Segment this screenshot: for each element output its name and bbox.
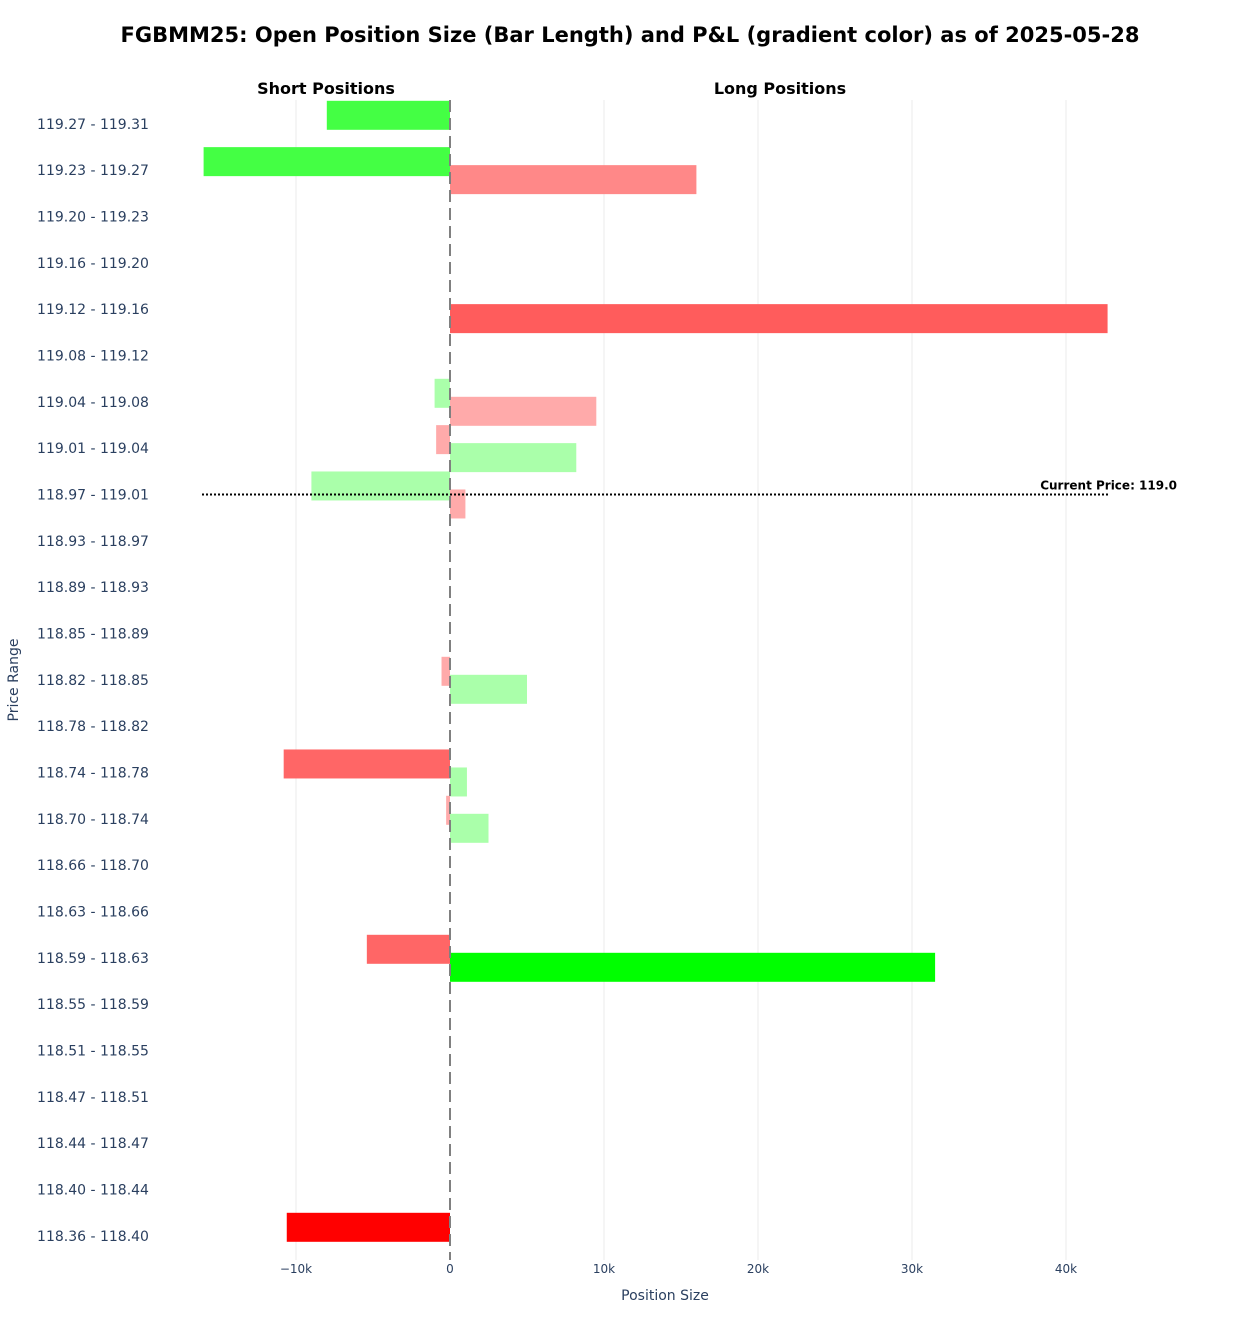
long-positions-label: Long Positions	[714, 79, 846, 98]
y-axis-title: Price Range	[6, 639, 22, 722]
overlays: Current Price: 119.0	[202, 100, 1177, 1260]
y-tick-label: 118.44 - 118.47	[37, 1136, 149, 1152]
y-tick-label: 118.51 - 118.55	[37, 1043, 149, 1059]
y-tick-label: 118.85 - 118.89	[37, 626, 149, 642]
long-bar	[450, 813, 489, 843]
y-tick-label: 119.27 - 119.31	[37, 117, 149, 133]
y-tick-label: 119.08 - 119.12	[37, 348, 149, 364]
short-bar	[326, 100, 450, 130]
y-tick-label: 119.16 - 119.20	[37, 256, 149, 272]
y-tick-label: 118.89 - 118.93	[37, 580, 149, 596]
y-tick-label: 119.01 - 119.04	[37, 441, 149, 457]
short-bar	[366, 934, 450, 964]
y-tick-label: 119.04 - 119.08	[37, 395, 149, 411]
y-tick-label: 119.23 - 119.27	[37, 163, 149, 179]
short-bar	[203, 147, 450, 177]
y-tick-label: 118.78 - 118.82	[37, 719, 149, 735]
x-axis-title: Position Size	[621, 1288, 709, 1304]
y-tick-label: 119.12 - 119.16	[37, 302, 149, 318]
short-positions-label: Short Positions	[257, 79, 395, 98]
y-tick-label: 118.93 - 118.97	[37, 534, 149, 550]
y-tick-label: 118.63 - 118.66	[37, 904, 149, 920]
y-tick-label: 118.74 - 118.78	[37, 765, 149, 781]
x-tick-label: 0	[446, 1262, 454, 1276]
long-bar	[450, 396, 597, 426]
long-bar	[450, 443, 577, 473]
long-bar	[450, 767, 467, 797]
short-bar	[283, 749, 450, 779]
short-bar	[441, 656, 450, 686]
x-tick-label: 40k	[1055, 1262, 1077, 1276]
bars	[203, 100, 1108, 1242]
y-tick-label: 118.82 - 118.85	[37, 673, 149, 689]
y-tick-label: 118.36 - 118.40	[37, 1229, 149, 1245]
y-tick-label: 119.20 - 119.23	[37, 209, 149, 225]
short-bar	[436, 425, 450, 455]
y-tick-label: 118.47 - 118.51	[37, 1090, 149, 1106]
y-tick-label: 118.66 - 118.70	[37, 858, 149, 874]
y-tick-label: 118.55 - 118.59	[37, 997, 149, 1013]
y-tick-label: 118.40 - 118.44	[37, 1182, 149, 1198]
short-bar	[446, 795, 450, 825]
y-tick-label: 118.97 - 119.01	[37, 487, 149, 503]
x-tick-label: 20k	[747, 1262, 769, 1276]
long-bar	[450, 952, 936, 982]
x-tick-label: −10k	[280, 1262, 312, 1276]
long-bar	[450, 489, 466, 519]
grid-lines	[295, 100, 1067, 1260]
long-bar	[450, 674, 527, 704]
y-tick-label: 118.70 - 118.74	[37, 812, 149, 828]
short-bar	[434, 378, 450, 408]
y-tick-labels: 119.27 - 119.31 119.23 - 119.27 119.20 - 1…	[37, 117, 149, 1245]
x-tick-label: 10k	[593, 1262, 615, 1276]
y-tick-label: 118.59 - 118.63	[37, 951, 149, 967]
current-price-label: Current Price: 119.0	[1040, 478, 1177, 492]
short-bar	[286, 1212, 450, 1242]
long-bar	[450, 304, 1108, 334]
short-bar	[311, 471, 450, 501]
x-tick-label: 30k	[901, 1262, 923, 1276]
chart-title: FGBMM25: Open Position Size (Bar Length)…	[121, 23, 1140, 47]
x-tick-labels: −10k 0 10k 20k 30k 40k	[280, 1262, 1077, 1276]
long-bar	[450, 165, 697, 195]
